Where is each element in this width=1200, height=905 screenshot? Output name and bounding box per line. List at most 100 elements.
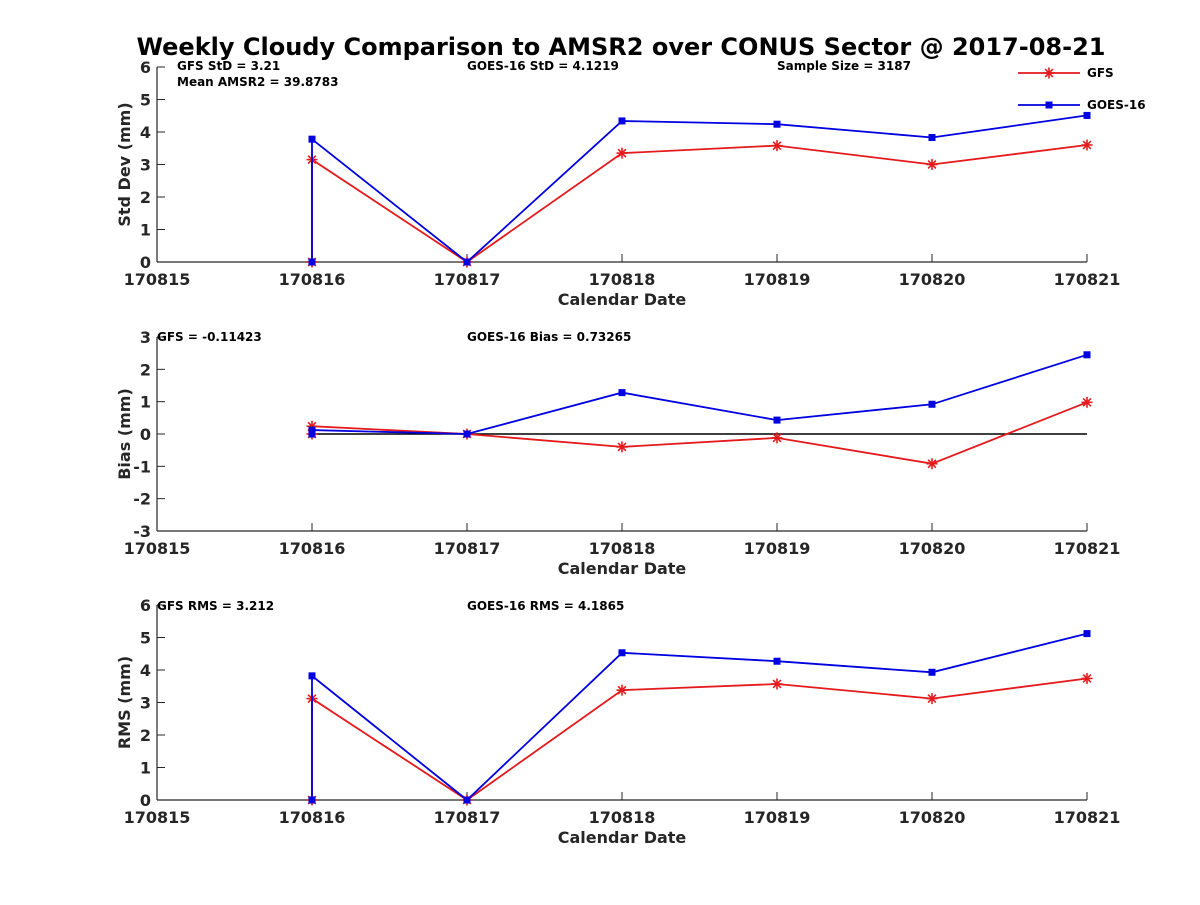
- y-tick-label: 2: [140, 188, 151, 207]
- y-axis-label: Std Dev (mm): [115, 102, 134, 226]
- data-point: [308, 135, 316, 143]
- x-tick-label: 170815: [124, 270, 191, 289]
- legend-marker: [1045, 101, 1053, 109]
- x-tick-label: 170816: [279, 808, 346, 827]
- data-point: [1081, 672, 1093, 684]
- stat-annotation: GOES-16 StD = 4.1219: [467, 59, 619, 73]
- x-tick-label: 170815: [124, 808, 191, 827]
- data-point: [616, 684, 628, 696]
- legend-label: GOES-16: [1087, 98, 1146, 112]
- data-point: [463, 796, 471, 804]
- y-tick-label: 6: [140, 596, 151, 615]
- data-point: [771, 432, 783, 444]
- stat-annotation: GFS = -0.11423: [157, 330, 262, 344]
- data-point: [773, 416, 781, 424]
- y-axis-label: RMS (mm): [115, 656, 134, 749]
- y-tick-label: 2: [140, 726, 151, 745]
- data-point: [926, 693, 938, 705]
- x-tick-label: 170816: [279, 270, 346, 289]
- data-point: [1083, 351, 1091, 359]
- data-point: [928, 400, 936, 408]
- legend-marker: [1043, 67, 1055, 79]
- x-tick-label: 170815: [124, 539, 191, 558]
- stat-annotation: GFS RMS = 3.212: [157, 599, 274, 613]
- series-gfs: [306, 139, 1093, 268]
- y-tick-label: 0: [140, 253, 151, 272]
- chart-title: Weekly Cloudy Comparison to AMSR2 over C…: [137, 33, 1106, 61]
- series-line: [311, 677, 1088, 802]
- data-point: [308, 796, 316, 804]
- series-goes-16: [308, 351, 1091, 438]
- stat-annotation: GFS StD = 3.21: [177, 59, 280, 73]
- x-tick-label: 170818: [589, 270, 656, 289]
- series-line: [311, 144, 1088, 264]
- stat-annotation: Mean AMSR2 = 39.8783: [177, 75, 338, 89]
- y-tick-label: 5: [140, 629, 151, 648]
- x-tick-label: 170817: [434, 808, 501, 827]
- data-point: [1083, 111, 1091, 119]
- data-point: [618, 389, 626, 397]
- series-gfs: [306, 672, 1093, 806]
- legend-label: GFS: [1087, 66, 1114, 80]
- y-tick-label: 3: [140, 156, 151, 175]
- data-point: [463, 430, 471, 438]
- y-tick-label: 5: [140, 91, 151, 110]
- data-point: [771, 140, 783, 152]
- data-point: [463, 258, 471, 266]
- data-point: [1081, 396, 1093, 408]
- y-tick-label: 1: [140, 221, 151, 240]
- data-point: [1081, 139, 1093, 151]
- x-tick-label: 170820: [899, 808, 966, 827]
- y-tick-label: 0: [140, 425, 151, 444]
- y-tick-label: 3: [140, 694, 151, 713]
- y-tick-label: -3: [133, 522, 151, 541]
- y-tick-label: -1: [133, 457, 151, 476]
- subplot-1: 0 1 2 3 4 5 6 170815 170816 170817 170818 170819 170…: [115, 58, 1120, 309]
- legend: GFS GOES-16: [1018, 66, 1146, 112]
- legend-entry-gfs: GFS: [1018, 66, 1114, 80]
- data-point: [926, 159, 938, 170]
- x-tick-label: 170817: [434, 270, 501, 289]
- subplot-3: 0 1 2 3 4 5 6 170815 170816 170817 170818 170819 170…: [115, 596, 1120, 847]
- data-point: [771, 678, 783, 690]
- y-axis-label: Bias (mm): [115, 388, 134, 480]
- data-point: [616, 147, 628, 159]
- y-tick-label: 2: [140, 360, 151, 379]
- legend-entry-goes-16: GOES-16: [1018, 98, 1146, 112]
- x-tick-label: 170821: [1054, 808, 1121, 827]
- x-axis-label: Calendar Date: [558, 290, 687, 309]
- stat-annotation: GOES-16 RMS = 4.1865: [467, 599, 624, 613]
- data-point: [308, 672, 316, 680]
- x-tick-label: 170818: [589, 539, 656, 558]
- data-point: [616, 441, 628, 453]
- series-line: [311, 114, 1088, 264]
- x-tick-label: 170818: [589, 808, 656, 827]
- data-point: [928, 668, 936, 676]
- x-tick-label: 170819: [744, 808, 811, 827]
- y-tick-label: 6: [140, 58, 151, 77]
- x-tick-label: 170819: [744, 539, 811, 558]
- y-tick-label: 0: [140, 791, 151, 810]
- data-point: [926, 458, 938, 470]
- x-axis-label: Calendar Date: [558, 828, 687, 847]
- stat-annotation: GOES-16 Bias = 0.73265: [467, 330, 631, 344]
- x-tick-label: 170819: [744, 270, 811, 289]
- y-tick-label: 3: [140, 328, 151, 347]
- x-tick-label: 170817: [434, 539, 501, 558]
- y-tick-label: 4: [140, 123, 151, 142]
- x-tick-label: 170821: [1054, 539, 1121, 558]
- data-point: [618, 117, 626, 125]
- data-point: [1083, 630, 1091, 638]
- data-point: [773, 657, 781, 665]
- data-point: [308, 258, 316, 266]
- y-tick-label: 1: [140, 759, 151, 778]
- series-line: [311, 353, 1088, 435]
- data-point: [928, 134, 936, 142]
- series-goes-16: [308, 111, 1091, 266]
- series-goes-16: [308, 630, 1091, 804]
- x-tick-label: 170820: [899, 539, 966, 558]
- subplot-2: -3 -2 -1 0 1 2 3 170815 170816 170817 170818 170819…: [115, 328, 1120, 578]
- stat-annotation: Sample Size = 3187: [777, 59, 911, 73]
